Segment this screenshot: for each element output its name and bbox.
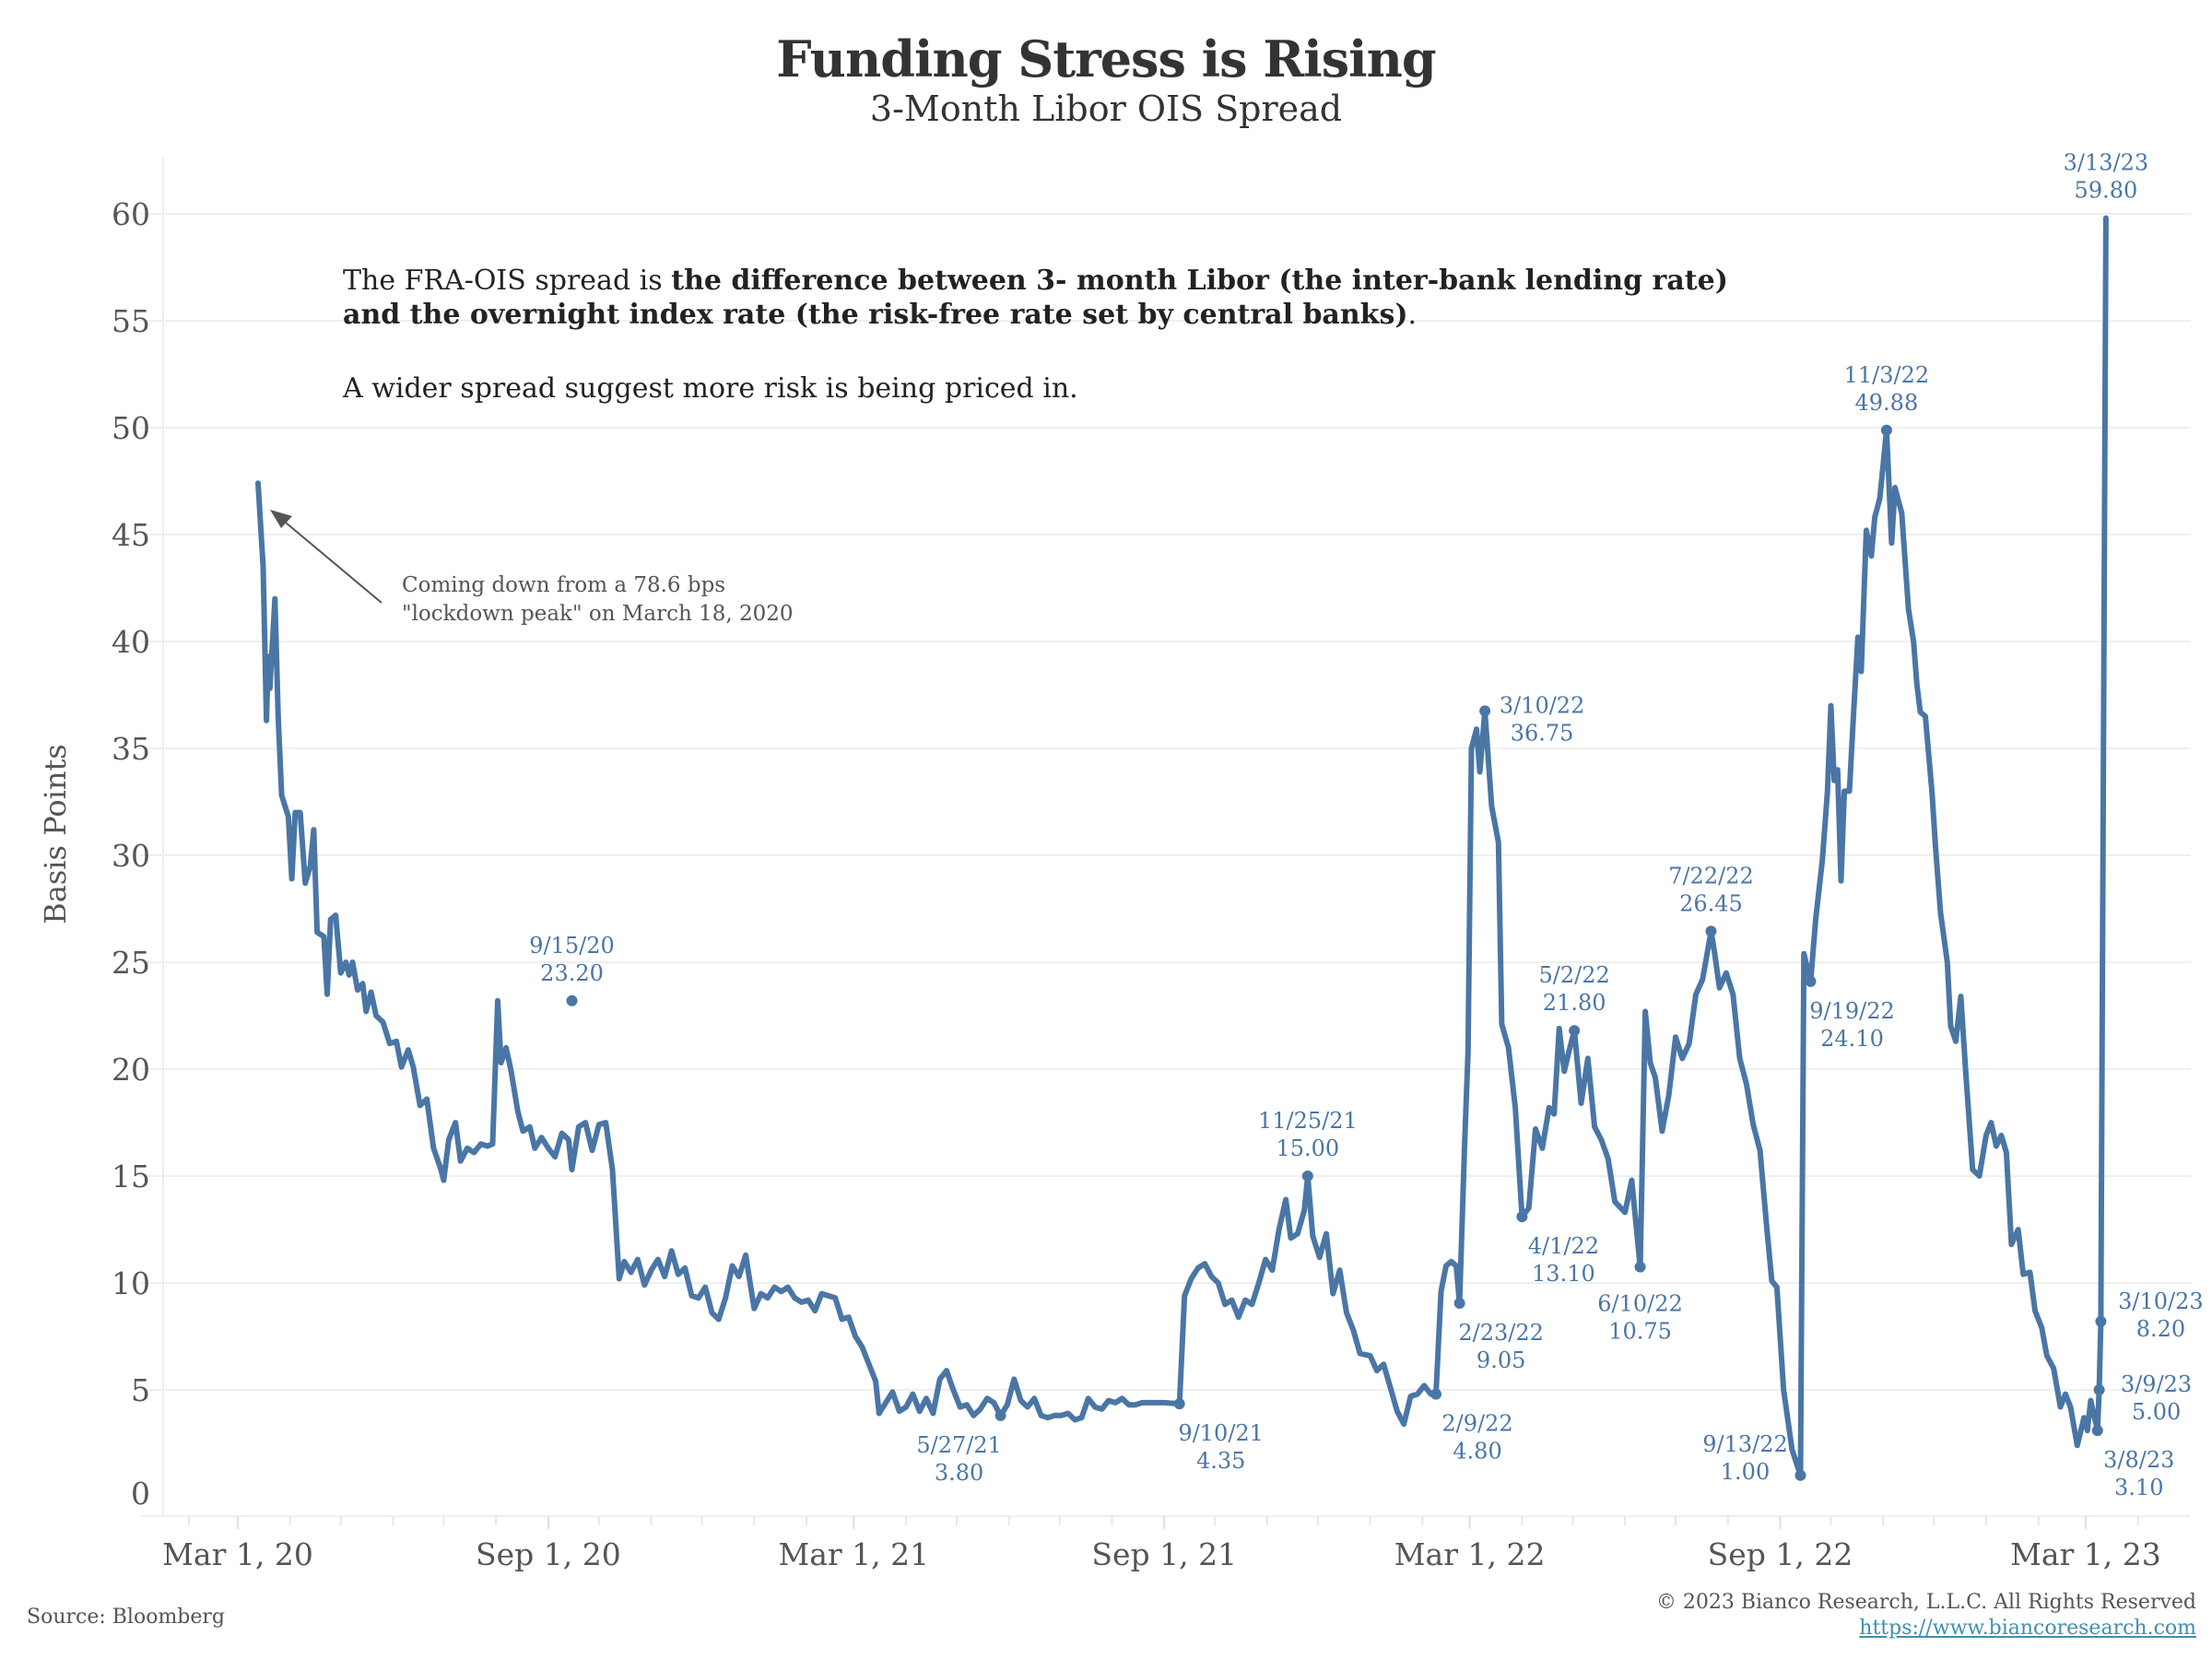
y-tick-label: 15 (112, 1159, 150, 1194)
data-point-marker (1301, 1171, 1313, 1182)
annotation-line1: Coming down from a 78.6 bps (402, 573, 726, 597)
x-tick-label: Mar 1, 21 (778, 1536, 929, 1572)
data-point-marker (2095, 1315, 2107, 1327)
data-label-date: 2/23/22 (1458, 1320, 1544, 1346)
data-label-value: 26.45 (1679, 890, 1743, 916)
x-tick-label: Mar 1, 23 (2010, 1536, 2161, 1572)
data-label-date: 9/15/20 (529, 933, 615, 959)
data-label-date: 6/10/22 (1597, 1291, 1683, 1317)
chart-subtitle: 3-Month Libor OIS Spread (869, 88, 1343, 129)
source-note: Source: Bloomberg (27, 1606, 226, 1629)
y-tick-label: 30 (112, 838, 150, 874)
data-point-marker (1794, 1469, 1806, 1481)
x-tick-label: Mar 1, 22 (1394, 1536, 1546, 1572)
y-axis-title: Basis Points (38, 744, 73, 924)
copyright-text: © 2023 Bianco Research, L.L.C. All Right… (1655, 1591, 2196, 1614)
data-label-date: 9/10/21 (1178, 1420, 1264, 1446)
data-point-marker (1479, 705, 1491, 717)
y-tick-label: 45 (112, 517, 150, 553)
data-label-value: 10.75 (1608, 1319, 1672, 1345)
data-point-marker (2091, 1425, 2103, 1437)
data-point-marker (566, 994, 578, 1006)
annotation-line2: "lockdown peak" on March 18, 2020 (402, 602, 794, 626)
data-label-date: 11/25/21 (1258, 1108, 1358, 1134)
chart-title: Funding Stress is Rising (776, 29, 1436, 88)
data-label-value: 21.80 (1543, 990, 1606, 1016)
data-label-value: 4.80 (1453, 1439, 1501, 1465)
copyright-block: © 2023 Bianco Research, L.L.C. All Right… (1656, 1590, 2196, 1641)
data-label-date: 5/27/21 (916, 1432, 1002, 1458)
data-label-value: 59.80 (2075, 178, 2138, 204)
annotation-arrowhead-icon (270, 510, 292, 528)
data-label-date: 3/8/23 (2103, 1447, 2174, 1473)
data-label-date: 7/22/22 (1668, 863, 1754, 888)
lockdown-peak-annotation: Coming down from a 78.6 bps "lockdown pe… (402, 571, 794, 629)
data-point-marker (1173, 1398, 1185, 1410)
data-point-marker (994, 1409, 1006, 1421)
note-bold-line2: and the overnight index rate (the risk-f… (343, 299, 1408, 331)
series-line (255, 215, 2109, 1478)
data-label-value: 24.10 (1820, 1026, 1884, 1052)
data-label-date: 2/9/22 (1441, 1411, 1512, 1437)
y-tick-label: 40 (112, 624, 150, 660)
data-label-date: 5/2/22 (1539, 962, 1610, 988)
data-label-value: 49.88 (1855, 390, 1919, 416)
website-link[interactable]: https://www.biancoresearch.com (1859, 1617, 2196, 1640)
data-point-marker (1805, 975, 1817, 987)
x-tick-label: Sep 1, 21 (1091, 1536, 1237, 1572)
data-point-marker (2093, 1384, 2105, 1395)
data-point-marker (1453, 1298, 1465, 1310)
data-label-value: 8.20 (2136, 1316, 2185, 1342)
data-label-value: 23.20 (540, 960, 604, 986)
data-label-value: 4.35 (1196, 1448, 1245, 1474)
note-bold-line1: the difference between 3- month Libor (t… (671, 265, 1728, 297)
y-tick-label: 5 (131, 1372, 150, 1408)
data-point-marker (1430, 1388, 1442, 1400)
y-tick-label: 0 (131, 1476, 150, 1512)
y-tick-label: 20 (112, 1052, 150, 1088)
data-label-value: 5.00 (2132, 1399, 2181, 1425)
data-label-date: 3/10/22 (1500, 692, 1585, 718)
y-tick-label: 35 (112, 731, 150, 767)
data-point-marker (1516, 1211, 1528, 1223)
x-tick-label: Sep 1, 22 (1708, 1536, 1853, 1572)
y-tick-label: 60 (112, 196, 150, 232)
data-label-value: 15.00 (1276, 1135, 1339, 1161)
note-period: . (1407, 299, 1418, 331)
y-tick-label: 25 (112, 945, 150, 981)
data-label-date: 11/3/22 (1844, 362, 1930, 388)
data-label-value: 3.80 (935, 1460, 983, 1486)
y-tick-label: 50 (112, 410, 150, 446)
data-point-marker (1705, 925, 1717, 937)
data-label-date: 3/10/23 (2118, 1288, 2204, 1314)
y-tick-label: 55 (112, 303, 150, 339)
data-label-date: 3/13/23 (2064, 150, 2149, 176)
y-tick-label: 10 (112, 1265, 150, 1301)
data-point-marker (1569, 1025, 1581, 1037)
x-tick-label: Sep 1, 20 (476, 1536, 621, 1572)
data-label-date: 9/13/22 (1702, 1431, 1788, 1457)
data-label-value: 9.05 (1477, 1347, 1525, 1373)
explanation-note: The FRA-OIS spread is the difference bet… (343, 264, 1728, 332)
data-point-marker (1634, 1261, 1646, 1273)
data-label-value: 13.10 (1532, 1261, 1595, 1287)
note-risk-line: A wider spread suggest more risk is bein… (343, 372, 1078, 405)
data-label-date: 4/1/22 (1528, 1233, 1599, 1259)
data-label-value: 3.10 (2114, 1475, 2163, 1500)
data-label-date: 3/9/23 (2121, 1371, 2192, 1397)
data-label-value: 36.75 (1511, 720, 1574, 746)
data-label-value: 1.00 (1721, 1459, 1770, 1485)
data-point-marker (1880, 424, 1892, 436)
note-plain-text: The FRA-OIS spread is (343, 265, 672, 297)
data-label-date: 9/19/22 (1809, 998, 1895, 1024)
annotation-arrow-line (279, 517, 382, 604)
x-tick-label: Mar 1, 20 (162, 1536, 313, 1572)
